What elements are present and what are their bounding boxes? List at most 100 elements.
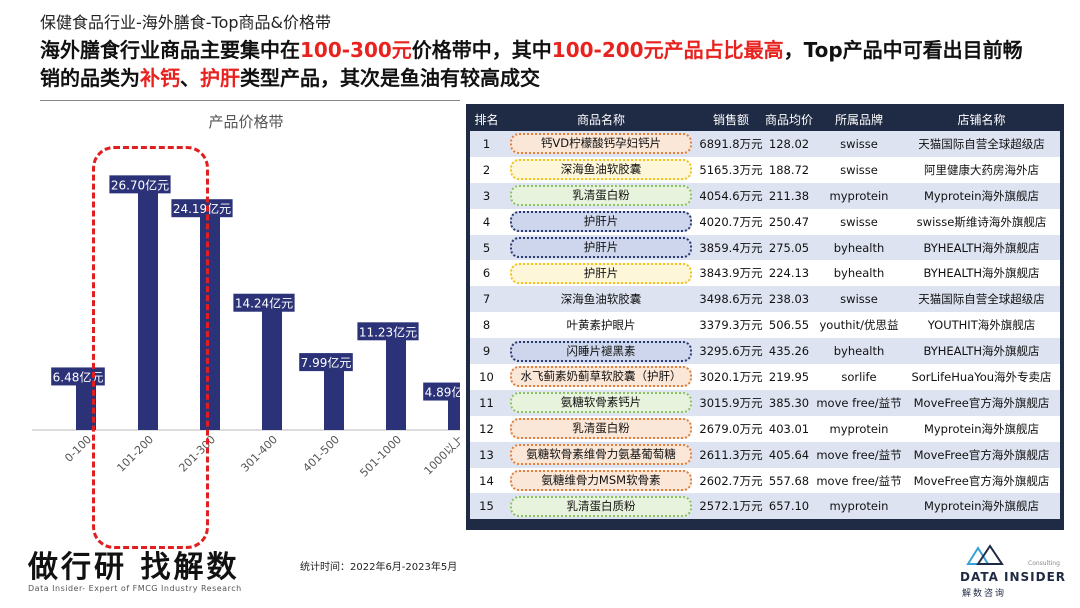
table-row: 7 深海鱼油软胶囊 3498.6万元 238.03 swisse 天猫国际自营全球超级店 bbox=[470, 286, 1060, 313]
sales-cell: 3020.1万元 bbox=[699, 364, 763, 390]
headline-text: 类型产品，其次是鱼油有较高成交 bbox=[240, 66, 540, 90]
headline-text: 、 bbox=[180, 66, 200, 90]
table-row: 4 护肝片 4020.7万元 250.47 swisse swisse斯维诗海外旗舰店 bbox=[470, 208, 1060, 235]
header-sales: 销售额 bbox=[699, 108, 763, 131]
avg-price-cell: 250.47 bbox=[763, 208, 815, 235]
product-name: 水飞蓟素奶蓟草软胶囊（护肝） bbox=[510, 366, 692, 388]
data-label: 11.23亿元 bbox=[359, 324, 417, 339]
table-row: 9 闪睡片褪黑素 3295.6万元 435.26 byhealth BYHEALTH海外旗… bbox=[470, 338, 1060, 365]
brand-cell: move free/益节 bbox=[815, 441, 903, 468]
tick-label: 501-1000 bbox=[357, 433, 404, 480]
chart-title: 产品价格带 bbox=[208, 113, 283, 131]
data-label: 26.70亿元 bbox=[111, 177, 169, 192]
sales-cell: 3843.9万元 bbox=[699, 260, 763, 287]
data-label-box bbox=[423, 382, 460, 401]
page-headline: 海外膳食行业商品主要集中在100-300元价格带中，其中100-200元产品占比… bbox=[40, 36, 1040, 92]
store-cell: BYHEALTH海外旗舰店 bbox=[903, 234, 1060, 261]
brand-cell: youthit/优思益 bbox=[815, 312, 903, 339]
rank-cell: 4 bbox=[470, 208, 503, 235]
bar bbox=[386, 323, 406, 430]
product-name-cell: 钙VD柠檬酸钙孕妇钙片 bbox=[503, 131, 699, 157]
brand-cell: byhealth bbox=[815, 260, 903, 287]
store-cell: Myprotein海外旗舰店 bbox=[903, 415, 1060, 442]
table-row: 1 钙VD柠檬酸钙孕妇钙片 6891.8万元 128.02 swisse 天猫国际自营全球… bbox=[470, 131, 1060, 157]
brand-cell: byhealth bbox=[815, 234, 903, 261]
rank-cell: 15 bbox=[470, 493, 503, 520]
logo-name: DATA INSIDER bbox=[960, 570, 1067, 584]
table-row: 10 水飞蓟素奶蓟草软胶囊（护肝） 3020.1万元 219.95 sorlife Sor… bbox=[470, 364, 1060, 390]
brand-cell: myprotein bbox=[815, 182, 903, 209]
bar bbox=[138, 176, 158, 430]
rank-cell: 10 bbox=[470, 364, 503, 390]
avg-price-cell: 219.95 bbox=[763, 364, 815, 390]
sales-cell: 6891.8万元 bbox=[699, 131, 763, 157]
rank-cell: 13 bbox=[470, 441, 503, 468]
brand-cell: swisse bbox=[815, 286, 903, 313]
data-label: 7.99亿元 bbox=[301, 355, 352, 370]
store-cell: Myprotein海外旗舰店 bbox=[903, 182, 1060, 209]
product-name-cell: 水飞蓟素奶蓟草软胶囊（护肝） bbox=[503, 364, 699, 390]
avg-price-cell: 557.68 bbox=[763, 467, 815, 494]
product-name-cell: 氨糖软骨素钙片 bbox=[503, 389, 699, 416]
rank-cell: 5 bbox=[470, 234, 503, 261]
brand-cell: byhealth bbox=[815, 338, 903, 365]
headline-highlight: 补钙 bbox=[140, 66, 180, 90]
avg-price-cell: 188.72 bbox=[763, 156, 815, 183]
sales-cell: 5165.3万元 bbox=[699, 156, 763, 183]
data-label: 4.89亿元 bbox=[425, 385, 460, 400]
product-name: 叶黄素护眼片 bbox=[566, 317, 636, 332]
sales-cell: 2572.1万元 bbox=[699, 493, 763, 520]
data-label-box bbox=[109, 175, 171, 194]
data-label: 6.48亿元 bbox=[53, 369, 104, 384]
store-cell: Myprotein海外旗舰店 bbox=[903, 493, 1060, 520]
sales-cell: 4054.6万元 bbox=[699, 182, 763, 209]
sales-cell: 2679.0万元 bbox=[699, 415, 763, 442]
footer-tagline: Data Insider- Expert of FMCG Industry Re… bbox=[28, 584, 242, 593]
avg-price-cell: 385.30 bbox=[763, 389, 815, 416]
tick-label: 401-500 bbox=[300, 433, 342, 475]
table-row: 13 氨糖软骨素维骨力氨基葡萄糖 2611.3万元 405.64 move free/益… bbox=[470, 441, 1060, 468]
bar bbox=[200, 200, 220, 430]
brand-cell: myprotein bbox=[815, 493, 903, 520]
product-name: 护肝片 bbox=[510, 211, 692, 233]
table-header-row: 排名 商品名称 销售额 商品均价 所属品牌 店铺名称 bbox=[470, 108, 1060, 131]
product-name: 氨糖维骨力MSM软骨素 bbox=[510, 470, 692, 492]
brand-cell: swisse bbox=[815, 156, 903, 183]
rank-cell: 7 bbox=[470, 286, 503, 313]
divider bbox=[40, 100, 460, 101]
avg-price-cell: 275.05 bbox=[763, 234, 815, 261]
rank-cell: 2 bbox=[470, 156, 503, 183]
product-name-cell: 乳清蛋白质粉 bbox=[503, 493, 699, 520]
rank-cell: 9 bbox=[470, 338, 503, 365]
avg-price-cell: 224.13 bbox=[763, 260, 815, 287]
product-name-cell: 深海鱼油软胶囊 bbox=[503, 156, 699, 183]
store-cell: SorLifeHuaYou海外专卖店 bbox=[903, 364, 1060, 390]
product-name: 氨糖软骨素钙片 bbox=[510, 392, 692, 414]
headline-text: ，Top产品中可看出目前畅销的品类为 bbox=[40, 38, 1023, 90]
product-name: 深海鱼油软胶囊 bbox=[560, 291, 642, 306]
table-row: 11 氨糖软骨素钙片 3015.9万元 385.30 move free/益节 MoveF… bbox=[470, 389, 1060, 416]
table-row: 8 叶黄素护眼片 3379.3万元 506.55 youthit/优思益 YOUTHIT海… bbox=[470, 312, 1060, 339]
product-name-cell: 氨糖维骨力MSM软骨素 bbox=[503, 467, 699, 494]
sales-cell: 3859.4万元 bbox=[699, 234, 763, 261]
product-name: 乳清蛋白粉 bbox=[510, 418, 692, 440]
headline-highlight: 100-200元产品占比最高 bbox=[551, 38, 784, 62]
table-row: 3 乳清蛋白粉 4054.6万元 211.38 myprotein Myprotein海外… bbox=[470, 182, 1060, 209]
sales-cell: 3295.6万元 bbox=[699, 338, 763, 365]
store-cell: MoveFree官方海外旗舰店 bbox=[903, 389, 1060, 416]
data-label: 14.24亿元 bbox=[235, 296, 293, 311]
bar bbox=[262, 294, 282, 430]
rank-cell: 8 bbox=[470, 312, 503, 339]
brand-cell: sorlife bbox=[815, 364, 903, 390]
data-label-box bbox=[299, 353, 353, 372]
sales-cell: 3015.9万元 bbox=[699, 389, 763, 416]
store-cell: swisse斯维诗海外旗舰店 bbox=[903, 208, 1060, 235]
product-name-cell: 乳清蛋白粉 bbox=[503, 182, 699, 209]
tick-label: 0-100 bbox=[62, 433, 94, 465]
data-label-box bbox=[51, 367, 105, 386]
headline-highlight: 护肝 bbox=[200, 66, 240, 90]
brand-cell: move free/益节 bbox=[815, 467, 903, 494]
table-row: 6 护肝片 3843.9万元 224.13 byhealth BYHEALTH海外旗舰店 bbox=[470, 260, 1060, 287]
brand-cell: swisse bbox=[815, 131, 903, 157]
rank-cell: 12 bbox=[470, 415, 503, 442]
